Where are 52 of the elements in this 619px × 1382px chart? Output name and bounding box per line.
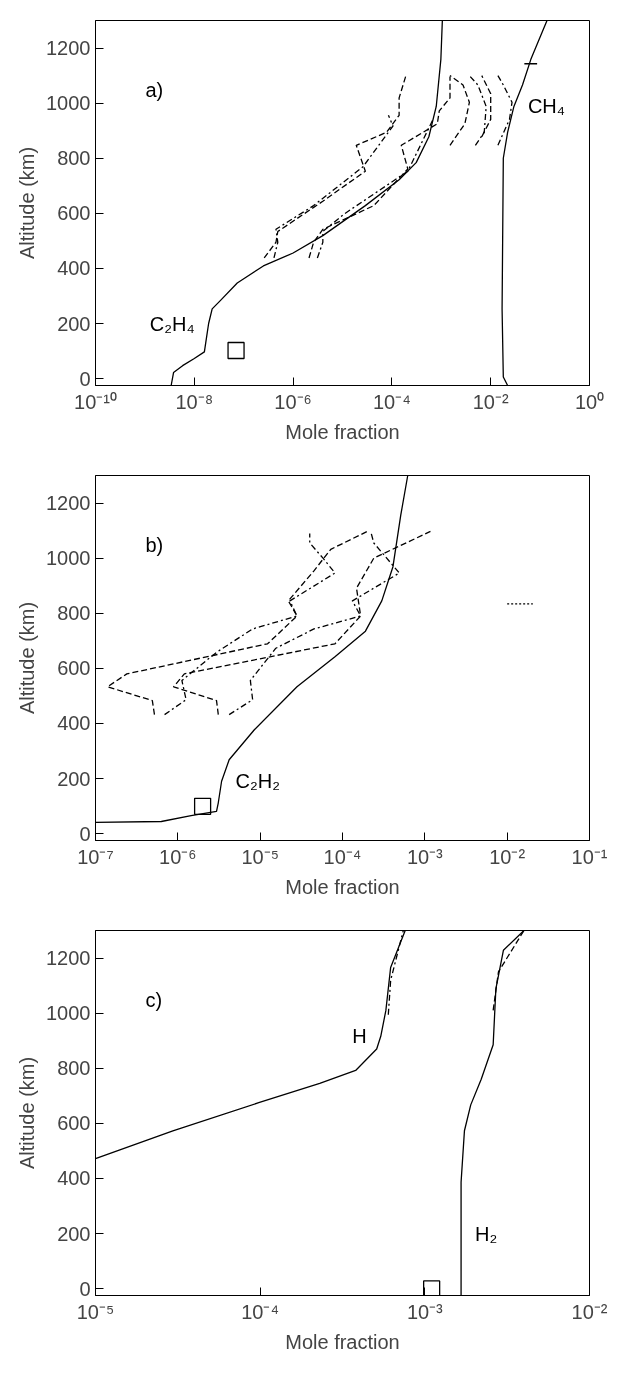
x-tick-label: 10⁻⁴ bbox=[323, 845, 362, 868]
y-tick-label: 600 bbox=[57, 1112, 91, 1135]
y-tick-label: 1000 bbox=[46, 547, 91, 570]
y-tick-label: 400 bbox=[57, 1167, 91, 1190]
y-tick-label: 800 bbox=[57, 602, 91, 625]
x-tick-label: 10⁻⁴ bbox=[372, 390, 411, 413]
x-axis-title: Mole fraction bbox=[285, 420, 400, 443]
x-tick-label: 10⁻¹ bbox=[571, 845, 608, 868]
y-tick-label: 600 bbox=[57, 657, 91, 680]
annotation: b) bbox=[145, 533, 164, 556]
y-tick-label: 0 bbox=[79, 822, 91, 845]
y-axis-title: Altitude (km) bbox=[16, 601, 39, 715]
y-tick-label: 200 bbox=[57, 312, 91, 335]
y-tick-label: 1000 bbox=[46, 1002, 91, 1025]
x-tick-label: 10⁻³ bbox=[406, 1300, 444, 1323]
y-tick-label: 0 bbox=[79, 367, 91, 390]
annotation: CH₄ bbox=[527, 95, 565, 118]
x-tick-label: 10⁻⁸ bbox=[175, 390, 214, 413]
annotation: H bbox=[352, 1025, 367, 1048]
annotation: C₂H₂ bbox=[235, 770, 281, 793]
y-tick-label: 1200 bbox=[46, 947, 91, 970]
y-axis-title: Altitude (km) bbox=[16, 146, 39, 260]
x-tick-label: 10⁻⁶ bbox=[159, 845, 197, 868]
annotation: H₂ bbox=[475, 1222, 498, 1245]
x-tick-label: 10⁰ bbox=[574, 390, 605, 413]
x-axis-title: Mole fraction bbox=[285, 1330, 400, 1353]
y-tick-label: 400 bbox=[57, 257, 91, 280]
x-tick-label: 10⁻³ bbox=[406, 845, 444, 868]
y-tick-label: 200 bbox=[57, 1222, 91, 1245]
y-tick-label: 800 bbox=[57, 147, 91, 170]
y-tick-label: 1200 bbox=[46, 492, 91, 515]
y-tick-label: 800 bbox=[57, 1057, 91, 1080]
x-tick-label: 10⁻⁶ bbox=[274, 390, 312, 413]
annotation: c) bbox=[145, 988, 163, 1011]
annotation: a) bbox=[145, 78, 164, 101]
x-axis-title: Mole fraction bbox=[285, 875, 400, 898]
x-tick-label: 10⁻² bbox=[489, 845, 526, 868]
y-tick-label: 200 bbox=[57, 767, 91, 790]
x-tick-label: 10⁻² bbox=[571, 1300, 608, 1323]
y-tick-label: 0 bbox=[79, 1277, 91, 1300]
y-tick-label: 600 bbox=[57, 202, 91, 225]
y-tick-label: 400 bbox=[57, 712, 91, 735]
y-axis-title: Altitude (km) bbox=[16, 1056, 39, 1170]
x-tick-label: 10⁻² bbox=[472, 390, 509, 413]
y-tick-label: 1000 bbox=[46, 92, 91, 115]
annotation: C₂H₄ bbox=[149, 312, 195, 335]
x-tick-label: 10⁻¹⁰ bbox=[74, 390, 117, 413]
x-tick-label: 10⁻⁵ bbox=[241, 845, 279, 868]
x-tick-label: 10⁻⁷ bbox=[77, 845, 114, 868]
y-tick-label: 1200 bbox=[46, 37, 91, 60]
x-tick-label: 10⁻⁵ bbox=[76, 1300, 115, 1323]
x-tick-label: 10⁻⁴ bbox=[241, 1300, 280, 1323]
